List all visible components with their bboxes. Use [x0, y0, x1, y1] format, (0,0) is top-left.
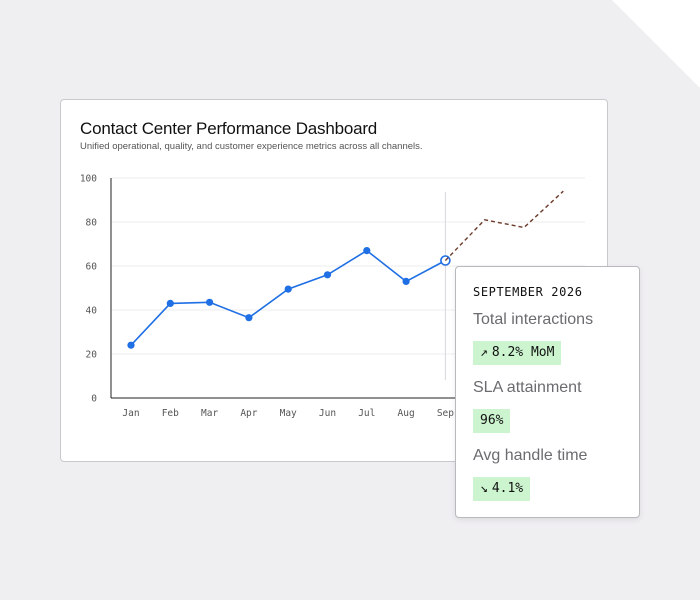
x-tick-label: Apr	[240, 408, 257, 419]
x-tick-label: May	[280, 408, 297, 419]
y-tick-label: 20	[86, 350, 98, 361]
data-point	[206, 298, 214, 306]
y-tick-label: 60	[86, 262, 98, 273]
y-tick-label: 100	[80, 174, 97, 185]
x-tick-label: Jul	[358, 408, 375, 419]
data-tooltip: SEPTEMBER 2026 Total interactions ↗ 8.2% …	[455, 266, 640, 518]
tooltip-label-total-interactions: Total interactions	[473, 311, 594, 328]
x-tick-label: Jan	[122, 408, 139, 419]
tooltip-badge-avg-handle-time: ↘ 4.1%	[473, 477, 531, 501]
forecast-series-line	[444, 190, 564, 261]
data-point	[323, 271, 332, 279]
x-tick-label: Jun	[319, 408, 336, 419]
card-subtitle: Unified operational, quality, and custom…	[80, 141, 423, 152]
data-point	[245, 314, 253, 322]
x-tick-label: Sep	[437, 408, 454, 419]
x-tick-label: Aug	[398, 408, 415, 419]
data-point	[127, 341, 135, 349]
tooltip-label-avg-handle-time: Avg handle time	[473, 447, 588, 464]
x-tick-label: Feb	[162, 408, 179, 419]
data-point	[166, 299, 174, 307]
x-tick-label: Mar	[201, 408, 218, 419]
y-tick-label: 40	[86, 306, 98, 317]
badge-value: 4.1%	[491, 481, 524, 496]
tooltip-label-sla-attainment: SLA attainment	[473, 379, 582, 396]
arrow-down-right-icon: ↘	[480, 481, 488, 496]
y-tick-label: 80	[86, 218, 98, 229]
y-tick-label: 0	[91, 394, 97, 405]
actual-series-line	[130, 249, 446, 346]
tooltip-badge-total-interactions: ↗ 8.2% MoM	[473, 341, 562, 365]
arrow-up-right-icon: ↗	[480, 345, 488, 360]
tooltip-badge-sla-attainment: 96%	[473, 409, 511, 433]
tooltip-month: SEPTEMBER 2026	[473, 285, 583, 299]
badge-value: 96%	[480, 413, 504, 428]
data-point	[363, 247, 371, 255]
card-title: Contact Center Performance Dashboard	[80, 119, 378, 138]
badge-value: 8.2% MoM	[491, 345, 555, 360]
data-point	[284, 285, 292, 293]
data-point	[402, 277, 410, 285]
